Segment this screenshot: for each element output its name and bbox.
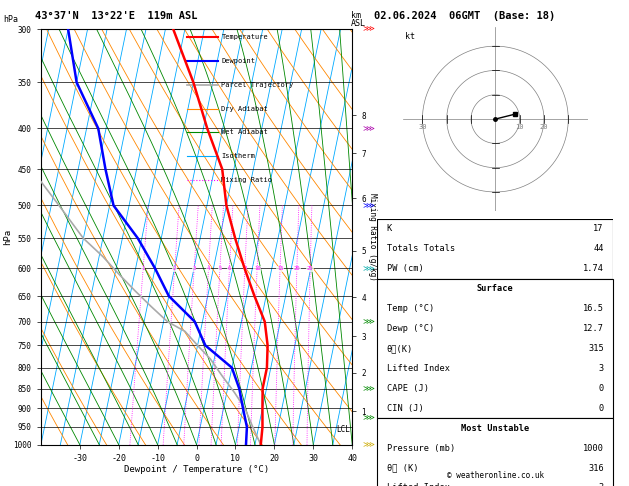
- Text: 10: 10: [254, 266, 260, 272]
- Text: 1: 1: [142, 266, 145, 272]
- Text: 12.7: 12.7: [583, 324, 604, 333]
- Text: 10: 10: [515, 124, 524, 130]
- Text: © weatheronline.co.uk: © weatheronline.co.uk: [447, 471, 544, 480]
- Text: ⋙: ⋙: [362, 124, 374, 133]
- Bar: [377, 219, 613, 278]
- Text: 1.74: 1.74: [583, 264, 604, 273]
- Text: 30: 30: [418, 124, 426, 130]
- Text: ASL: ASL: [351, 19, 366, 29]
- Text: ⋙: ⋙: [362, 317, 374, 326]
- Text: 5: 5: [218, 266, 221, 272]
- Text: kt: kt: [406, 32, 415, 41]
- Text: 02.06.2024  06GMT  (Base: 18): 02.06.2024 06GMT (Base: 18): [374, 11, 555, 21]
- Text: Dewpoint: Dewpoint: [221, 58, 255, 64]
- Text: Temp (°C): Temp (°C): [387, 304, 434, 313]
- Text: 315: 315: [588, 344, 604, 353]
- Text: 4: 4: [207, 266, 210, 272]
- Text: 15: 15: [277, 266, 283, 272]
- Text: Mixing Ratio: Mixing Ratio: [221, 176, 272, 183]
- Text: 17: 17: [593, 224, 604, 233]
- Text: ⋙: ⋙: [362, 413, 374, 422]
- Y-axis label: hPa: hPa: [3, 229, 12, 245]
- Text: Pressure (mb): Pressure (mb): [387, 444, 455, 452]
- X-axis label: Dewpoint / Temperature (°C): Dewpoint / Temperature (°C): [124, 466, 269, 474]
- Text: 20: 20: [540, 124, 548, 130]
- Text: Lifted Index: Lifted Index: [387, 364, 450, 373]
- Text: 3: 3: [599, 364, 604, 373]
- Text: 316: 316: [588, 464, 604, 472]
- Text: CAPE (J): CAPE (J): [387, 384, 429, 393]
- Text: 0: 0: [599, 384, 604, 393]
- Text: Dewp (°C): Dewp (°C): [387, 324, 434, 333]
- Text: LCL: LCL: [337, 425, 350, 434]
- Bar: [377, 278, 613, 418]
- Text: 44: 44: [593, 244, 604, 253]
- Text: 1000: 1000: [583, 444, 604, 452]
- Text: ⋙: ⋙: [362, 201, 374, 210]
- Text: ⋙: ⋙: [362, 440, 374, 449]
- Text: hPa: hPa: [3, 15, 18, 24]
- Text: km: km: [351, 11, 361, 20]
- Text: Temperature: Temperature: [221, 35, 268, 40]
- Text: Dry Adiabat: Dry Adiabat: [221, 105, 268, 111]
- Text: θᴇ (K): θᴇ (K): [387, 464, 418, 472]
- Text: CIN (J): CIN (J): [387, 404, 423, 413]
- Text: 3: 3: [192, 266, 196, 272]
- Text: K: K: [387, 224, 392, 233]
- Text: 6: 6: [228, 266, 231, 272]
- Text: θᴇ(K): θᴇ(K): [387, 344, 413, 353]
- Text: Isotherm: Isotherm: [221, 153, 255, 159]
- Text: Wet Adiabat: Wet Adiabat: [221, 129, 268, 135]
- Text: 43°37'N  13°22'E  119m ASL: 43°37'N 13°22'E 119m ASL: [35, 11, 197, 21]
- Text: 8: 8: [243, 266, 247, 272]
- Text: Totals Totals: Totals Totals: [387, 244, 455, 253]
- Text: PW (cm): PW (cm): [387, 264, 423, 273]
- Text: 0: 0: [599, 404, 604, 413]
- Text: ⋙: ⋙: [362, 384, 374, 393]
- Text: ⋙: ⋙: [362, 25, 374, 34]
- Text: 20: 20: [294, 266, 300, 272]
- Text: Surface: Surface: [477, 284, 514, 293]
- Text: Lifted Index: Lifted Index: [387, 484, 450, 486]
- Text: ⋙: ⋙: [362, 264, 374, 273]
- Text: 25: 25: [307, 266, 313, 272]
- Text: 2: 2: [173, 266, 176, 272]
- Text: 3: 3: [599, 484, 604, 486]
- Text: Parcel Trajectory: Parcel Trajectory: [221, 82, 294, 88]
- Y-axis label: Mixing Ratio (g/kg): Mixing Ratio (g/kg): [368, 193, 377, 281]
- Text: Most Unstable: Most Unstable: [461, 424, 530, 433]
- Text: 16.5: 16.5: [583, 304, 604, 313]
- Bar: [377, 418, 613, 486]
